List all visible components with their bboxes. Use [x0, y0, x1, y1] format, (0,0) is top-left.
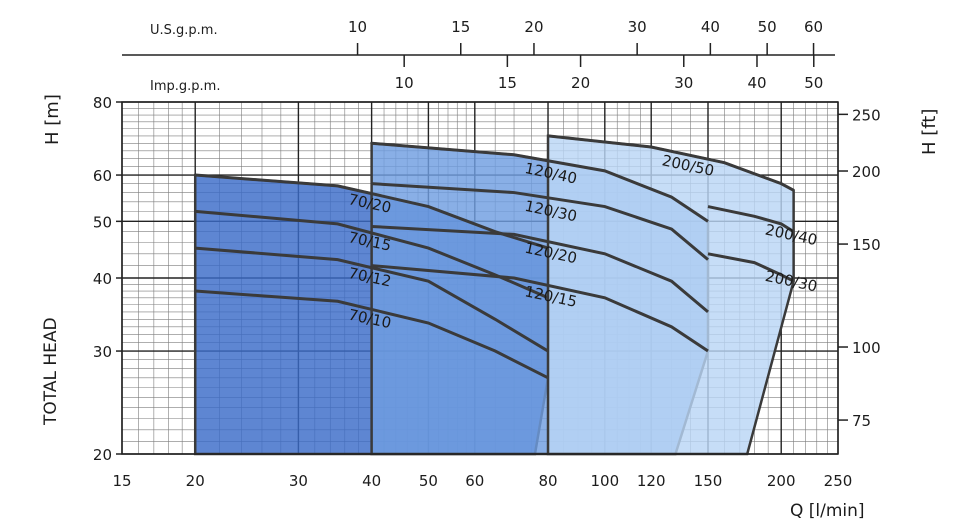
x-axis-label: Q [l/min] — [790, 501, 865, 521]
curve-120-20 — [371, 224, 709, 314]
y-left-tick-label: 20 — [93, 446, 112, 464]
imp-gpm-tick-label: 20 — [571, 74, 590, 92]
x-tick-label: 40 — [362, 472, 381, 490]
y-axis-right-label: H [ft] — [919, 109, 940, 155]
x-tick-label: 15 — [112, 472, 131, 490]
performance-curves — [195, 134, 795, 380]
y-right-tick-label: 150 — [852, 236, 881, 254]
imp-gpm-tick-label: 50 — [804, 74, 823, 92]
x-tick-label: 200 — [767, 472, 796, 490]
us-gpm-tick-label: 30 — [628, 18, 647, 36]
curve-70-20 — [195, 173, 549, 250]
y-left-tick-label: 50 — [93, 213, 112, 231]
curve-70-12 — [195, 246, 549, 353]
curve-120-15 — [371, 264, 709, 353]
imp-gpm-tick-label: 15 — [498, 74, 517, 92]
x-tick-label: 50 — [419, 472, 438, 490]
curve-200-40 — [707, 205, 795, 233]
y-right-tick-label: 100 — [852, 339, 881, 357]
x-tick-label: 20 — [186, 472, 205, 490]
curve-120-30 — [371, 182, 709, 261]
y-right-tick-label: 200 — [852, 163, 881, 181]
us-gpm-tick-label: 50 — [758, 18, 777, 36]
curve-200-50 — [547, 134, 795, 192]
x-tick-label: 100 — [590, 472, 619, 490]
curve-70-15 — [195, 209, 549, 300]
y-right-tick-label: 75 — [852, 412, 871, 430]
us-gpm-tick-label: 40 — [701, 18, 720, 36]
y-left-tick-label: 30 — [93, 343, 112, 361]
imp-gpm-tick-label: 40 — [747, 74, 766, 92]
y-side-label: TOTAL HEAD — [41, 317, 61, 426]
x-tick-label: 250 — [824, 472, 853, 490]
us-gpm-label: U.S.g.p.m. — [150, 23, 218, 38]
curve-70-10 — [195, 289, 549, 380]
x-tick-label: 80 — [538, 472, 557, 490]
y-axis-left-label: H [m] — [42, 94, 63, 145]
us-gpm-tick-label: 10 — [348, 18, 367, 36]
x-tick-label: 120 — [637, 472, 666, 490]
y-left-tick-label: 60 — [93, 167, 112, 185]
imp-gpm-label: Imp.g.p.m. — [150, 79, 220, 94]
y-right-tick-label: 250 — [852, 106, 881, 124]
axes: 15 20 30 40 50 60 80 100 120 150 200 25020304050608… — [93, 18, 881, 490]
imp-gpm-tick-label: 30 — [674, 74, 693, 92]
curve-200-30 — [707, 252, 795, 283]
us-gpm-tick-label: 15 — [451, 18, 470, 36]
family-areas — [193, 134, 795, 456]
y-left-tick-label: 40 — [93, 270, 112, 288]
x-tick-label: 30 — [289, 472, 308, 490]
us-gpm-tick-label: 20 — [524, 18, 543, 36]
x-tick-label: 150 — [694, 472, 723, 490]
x-tick-label: 60 — [465, 472, 484, 490]
y-left-tick-label: 80 — [93, 94, 112, 112]
us-gpm-tick-label: 60 — [804, 18, 823, 36]
curve-120-40 — [371, 141, 709, 223]
imp-gpm-tick-label: 10 — [395, 74, 414, 92]
